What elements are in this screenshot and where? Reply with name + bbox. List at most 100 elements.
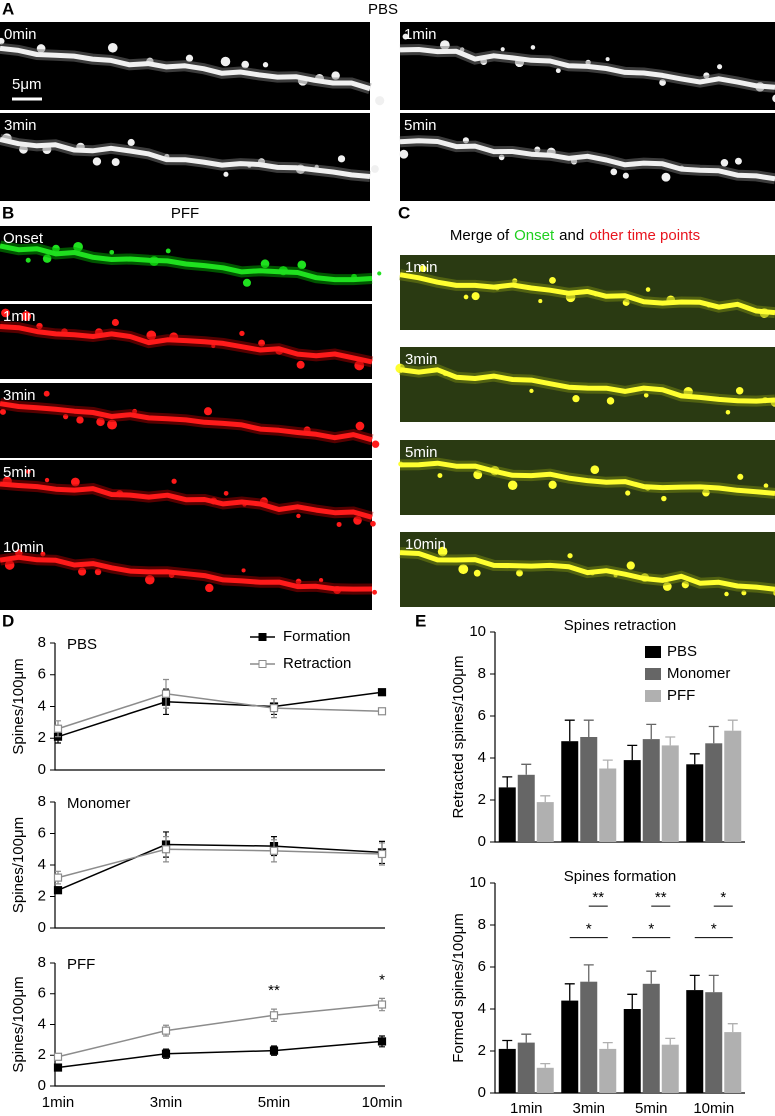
spine: [371, 165, 379, 173]
bar: [599, 768, 617, 842]
image-label: 3min: [4, 117, 37, 134]
dendrite: [399, 550, 775, 592]
spine: [572, 395, 580, 403]
spine: [548, 480, 557, 489]
bar: [642, 983, 660, 1093]
error-bar: [521, 1033, 532, 1043]
series-line: [57, 843, 383, 891]
error-bar: [583, 719, 594, 737]
significance: **: [655, 889, 667, 906]
legend-swatch: [645, 690, 661, 702]
bar: [705, 992, 723, 1093]
spine: [549, 276, 556, 284]
image-label: 10min: [405, 536, 446, 553]
chart-title: Monomer: [67, 795, 130, 812]
error-bar: [602, 1041, 613, 1049]
bar: [561, 741, 579, 842]
significance: **: [268, 982, 280, 999]
error-bar: [583, 964, 594, 982]
spine: [0, 37, 5, 45]
spine: [43, 390, 50, 397]
bar: [517, 774, 535, 842]
marker: [53, 1052, 63, 1061]
spine: [538, 299, 543, 304]
panel-letter: D: [2, 611, 14, 630]
spine: [111, 318, 119, 327]
image-label: 5min: [404, 117, 437, 134]
spine: [375, 96, 385, 106]
spine: [625, 490, 631, 496]
spine: [717, 64, 723, 70]
spine: [661, 495, 667, 502]
y-tick-label: 0: [38, 1077, 46, 1094]
spine: [203, 407, 213, 416]
panel-letter: B: [2, 203, 14, 222]
error-bar: [521, 763, 532, 775]
y-axis-label: Retracted spines/100μm: [450, 656, 467, 819]
bar: [724, 1032, 742, 1093]
spine: [220, 56, 231, 67]
error-bar: [689, 753, 700, 765]
significance: *: [711, 921, 717, 938]
marker: [269, 703, 279, 713]
marker: [377, 688, 387, 697]
marker: [53, 886, 63, 895]
spine: [720, 159, 729, 167]
y-tick-label: 4: [38, 1015, 46, 1032]
spine: [296, 513, 301, 519]
y-tick-label: 0: [478, 833, 486, 850]
image-label: 3min: [3, 387, 36, 404]
spine: [0, 408, 6, 415]
legend-swatch: [645, 646, 661, 658]
y-tick-label: 8: [478, 665, 486, 682]
spine: [296, 360, 305, 369]
spine: [165, 248, 171, 254]
spine: [473, 569, 481, 577]
y-tick-label: 8: [478, 916, 486, 933]
significance: *: [720, 889, 726, 906]
title-part: Onset: [514, 227, 555, 244]
spine: [643, 392, 649, 398]
series-line: [57, 1040, 383, 1069]
spine: [26, 469, 31, 474]
spine: [734, 157, 742, 165]
legend-swatch: [645, 668, 661, 680]
dendrite: [399, 367, 775, 404]
spine: [622, 172, 629, 179]
significance: *: [379, 971, 385, 988]
image-label: 5μm: [12, 76, 41, 93]
panel-title: Merge of Onset and other time points: [450, 227, 700, 244]
x-tick-label: 10min: [693, 1100, 734, 1116]
spine: [463, 294, 469, 300]
error-bar: [502, 776, 513, 788]
y-tick-label: 8: [38, 954, 46, 971]
legend-marker: [258, 660, 267, 668]
spine: [242, 278, 251, 287]
image-label: 10min: [3, 539, 44, 556]
marker: [269, 846, 279, 855]
panel-title: PFF: [171, 205, 199, 222]
spine: [772, 94, 775, 103]
error-bar: [665, 1037, 676, 1045]
series-line: [57, 1003, 383, 1058]
spine: [725, 409, 731, 415]
panel-letter: C: [398, 203, 410, 222]
spine: [419, 265, 427, 273]
spine: [185, 54, 194, 62]
dendrite: [399, 460, 775, 496]
bar: [517, 1042, 535, 1093]
y-tick-label: 6: [478, 958, 486, 975]
marker: [53, 724, 63, 733]
title-part: other time points: [589, 227, 700, 244]
dendrite: [0, 401, 373, 443]
marker: [377, 1037, 387, 1046]
y-tick-label: 2: [478, 791, 486, 808]
bar: [599, 1048, 617, 1093]
legend-label: Formation: [283, 628, 351, 645]
error-bar: [627, 993, 638, 1009]
error-bar: [564, 719, 575, 742]
error-bar: [665, 736, 676, 746]
spine: [661, 172, 671, 182]
significance: *: [648, 921, 654, 938]
marker: [53, 873, 63, 882]
